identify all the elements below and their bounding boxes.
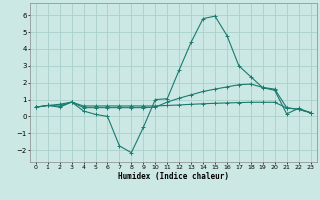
X-axis label: Humidex (Indice chaleur): Humidex (Indice chaleur) [118, 172, 229, 181]
